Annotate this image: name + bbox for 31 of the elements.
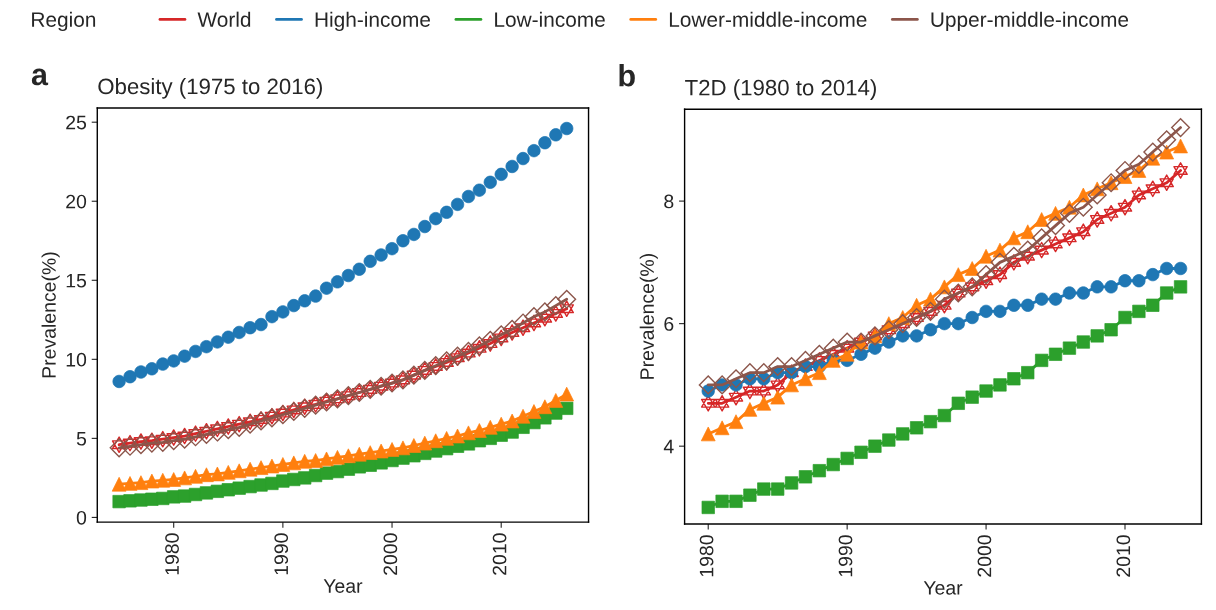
y-tick-label: 5 [76,432,87,446]
text: a [31,68,49,86]
x-tick-label: 2010 [492,533,507,575]
legend-label: World [197,11,251,27]
y-tick-label: 0 [76,510,87,525]
y-tick-label: 25 [66,115,87,130]
y-tick-label: 4 [663,439,674,454]
y-axis-title: Prevalence(%) [41,252,60,378]
y-axis-title: Prevalence(%) [639,254,658,379]
x-tick-label: 1990 [274,533,289,575]
legend-label: Low-income [495,11,605,27]
y-tick-label: 6 [664,317,674,331]
legend-label: Lower-middle-income [669,11,867,27]
x-tick-label: 1980 [165,533,179,575]
x-tick-label: 2010 [1116,535,1131,577]
legend-label: Upper-middle-income [931,11,1129,32]
y-tick-label: 10 [66,352,87,367]
y-tick-label: 20 [66,194,87,209]
y-tick-label: 15 [66,273,87,288]
legend-title: Region [32,11,96,32]
text: b [619,64,635,87]
x-tick-label: 1990 [838,535,853,577]
x-tick-label: 1980 [699,535,714,577]
x-axis-title: Year [323,579,363,593]
x-tick-label: 2000 [383,533,398,575]
legend-label: High-income [315,11,431,32]
chart-title: T2D (1980 to 2014) [685,79,876,100]
x-tick-label: 2000 [977,535,992,577]
chart-title: Obesity (1975 to 2016) [98,77,322,99]
x-axis-title: Year [923,581,963,595]
y-tick-label: 8 [664,194,674,209]
